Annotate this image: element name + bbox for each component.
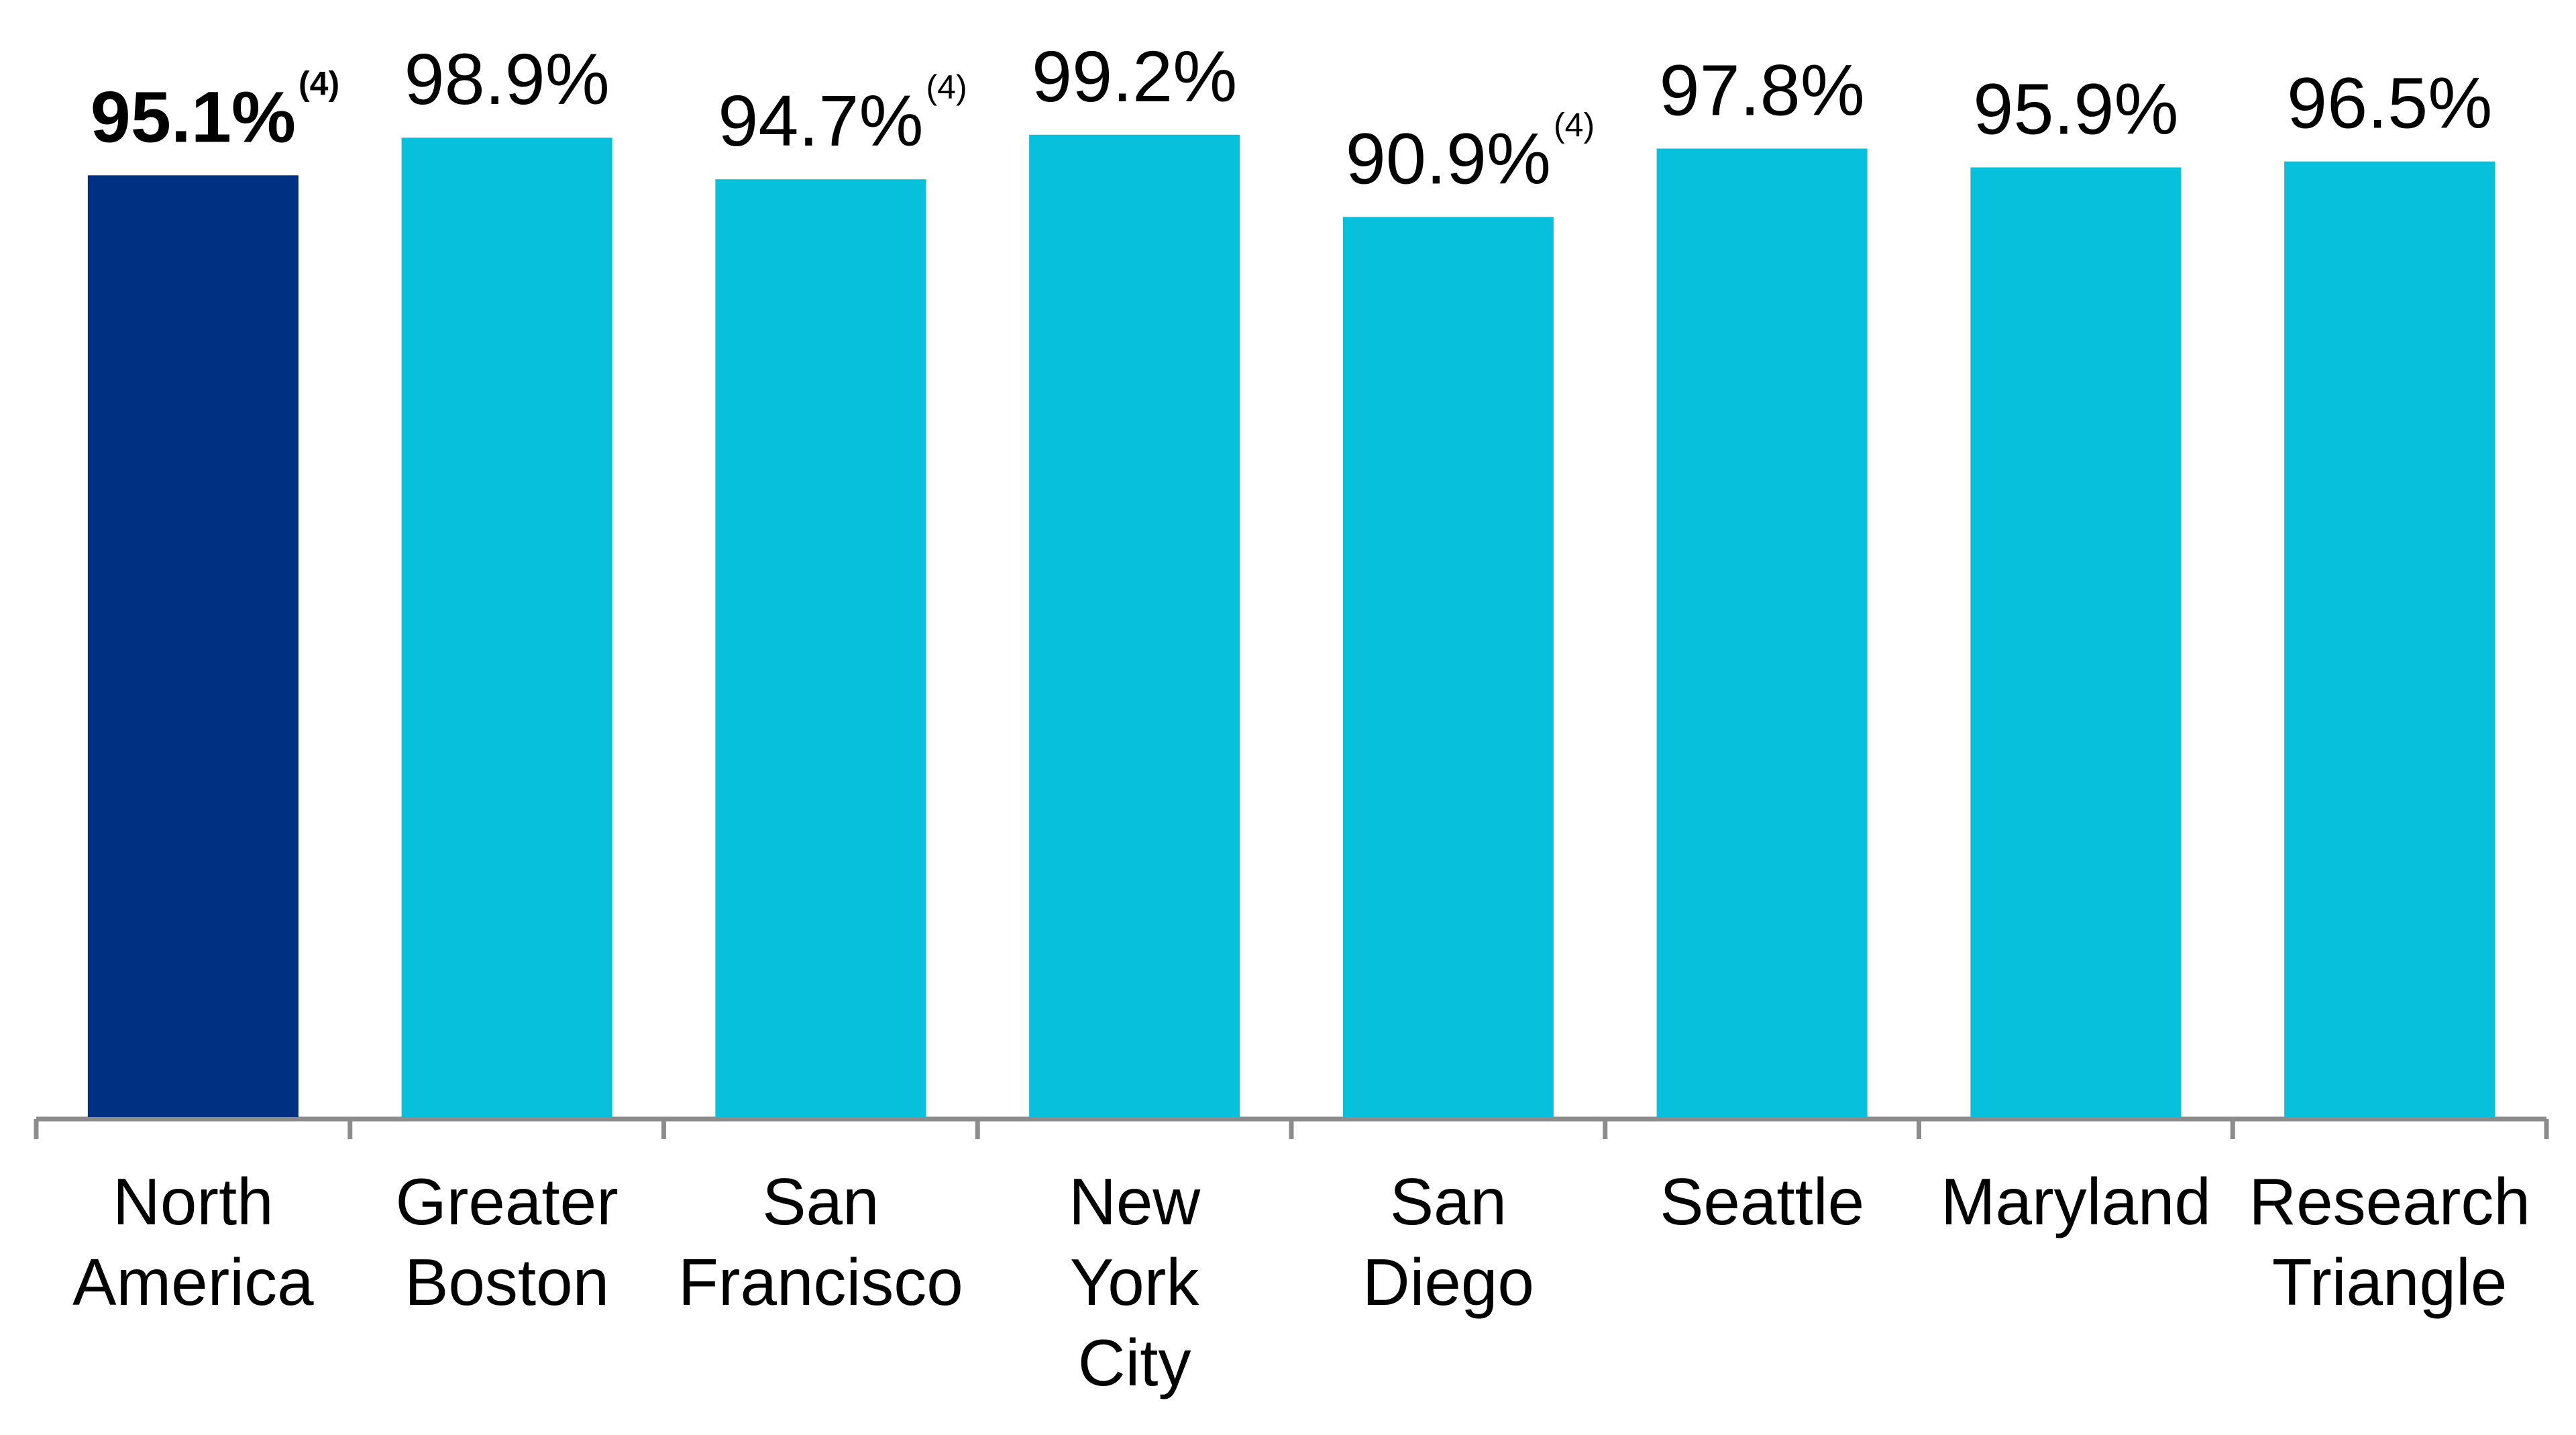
footnote-marker: (4) xyxy=(299,64,339,102)
x-tick-label: Research Triangle xyxy=(2249,1165,2530,1319)
x-tick-label: North America xyxy=(72,1165,314,1319)
footnote-marker: (4) xyxy=(1554,106,1595,144)
bar xyxy=(715,179,926,1117)
value-label: 96.5% xyxy=(2287,62,2492,144)
value-label: 97.8% xyxy=(1660,49,1865,130)
value-label: 99.2% xyxy=(1032,36,1237,117)
bar xyxy=(1342,217,1554,1117)
bar xyxy=(1029,134,1240,1118)
value-label: 95.1% xyxy=(91,76,296,157)
x-tick-label: San Diego xyxy=(1362,1165,1534,1319)
bar xyxy=(401,138,612,1118)
value-label: 98.9% xyxy=(405,38,610,119)
bar xyxy=(2284,161,2496,1117)
x-tick-label: New York City xyxy=(1069,1165,1201,1399)
bar xyxy=(1970,167,2182,1118)
value-label: 94.7% xyxy=(718,80,923,161)
bar xyxy=(1656,148,1868,1117)
x-tick-label: Seattle xyxy=(1660,1165,1864,1238)
x-tick-label: San Francisco xyxy=(678,1165,963,1319)
footnote-marker: (4) xyxy=(926,68,967,106)
value-label: 95.9% xyxy=(1973,68,2178,150)
x-tick-label: Greater Boston xyxy=(396,1165,619,1319)
value-label: 90.9% xyxy=(1346,117,1551,199)
x-tick-label: Maryland xyxy=(1941,1165,2211,1238)
bar xyxy=(87,175,299,1118)
